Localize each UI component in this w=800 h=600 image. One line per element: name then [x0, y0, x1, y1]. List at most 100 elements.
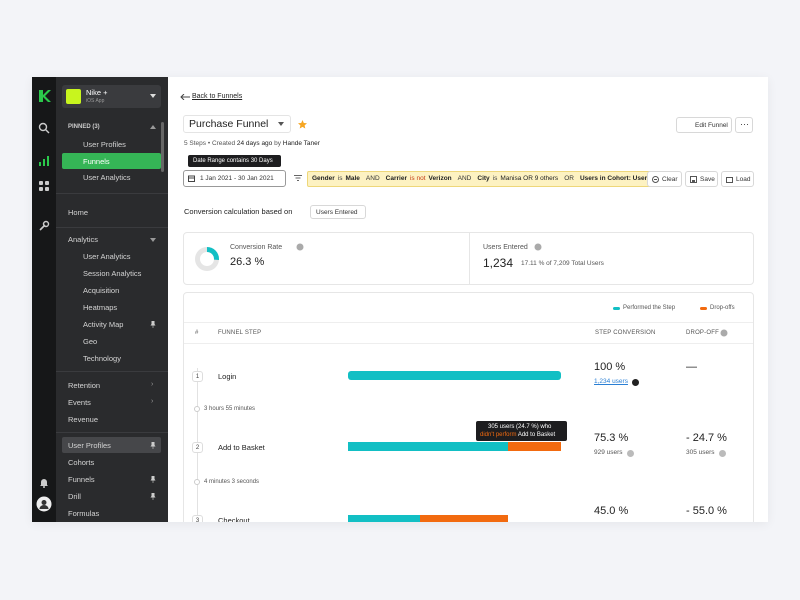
load-icon	[726, 177, 733, 183]
nav-section[interactable]: Analytics	[68, 235, 99, 244]
filter-op: is	[492, 175, 498, 182]
nav-item[interactable]: User Profiles	[83, 140, 126, 149]
nav-item[interactable]: Home	[68, 208, 89, 217]
title-selector[interactable]	[183, 115, 291, 133]
nav-item[interactable]: User Profiles	[68, 441, 111, 450]
date-range[interactable]: 1 Jan 2021 - 30 Jan 2021	[183, 170, 286, 187]
divider	[56, 193, 168, 194]
tooltip-rest: Add to Basket	[517, 432, 556, 438]
clear-label: Clear	[662, 176, 678, 183]
save-icon	[690, 176, 697, 183]
filter-bar: Gender is Male AND Carrier is not Verizon AND Ci…	[307, 170, 660, 187]
nav-item[interactable]: Funnels	[83, 157, 110, 166]
scrollbar	[161, 122, 164, 172]
nav-item[interactable]: Cohorts	[68, 458, 95, 467]
bar-dropoff	[508, 442, 561, 451]
filter-field: Gender	[312, 175, 335, 182]
column-header: STEP CONVERSION	[595, 330, 656, 336]
notifications-icon[interactable]	[38, 476, 50, 488]
kpi-detail: 17.11 % of 7,209 Total Users	[521, 260, 604, 267]
app-name: Nike +	[86, 88, 108, 97]
info-icon[interactable]	[296, 243, 304, 251]
apps-icon[interactable]	[38, 180, 50, 192]
save-button[interactable]: Save	[685, 171, 718, 187]
conversion-donut	[195, 247, 219, 271]
load-button[interactable]: Load	[721, 171, 754, 187]
nav-section[interactable]: Retention	[68, 381, 101, 390]
divider	[56, 227, 168, 228]
column-header: DROP-OFF	[686, 330, 719, 336]
step-dropoff: —	[686, 361, 697, 373]
back-link[interactable]: Back to Funnels	[192, 93, 243, 100]
nav-item[interactable]: Drill	[68, 492, 81, 501]
step-gap: 3 hours 55 minutes	[204, 406, 256, 412]
nav-item[interactable]: Activity Map	[83, 320, 124, 329]
filter-field: City	[477, 175, 490, 182]
meta-author[interactable]: Hande Taner	[282, 140, 320, 147]
step-number: 1	[192, 371, 203, 382]
filter-join: AND	[457, 175, 472, 182]
dropoff-users[interactable]: 305 users	[686, 449, 715, 456]
nav-item[interactable]: Funnels	[68, 475, 95, 484]
nav-item[interactable]: Acquisition	[83, 286, 120, 295]
analytics-icon[interactable]	[38, 155, 50, 167]
arrow-button[interactable]	[632, 379, 639, 386]
info-icon[interactable]	[720, 329, 728, 337]
nav-item[interactable]: User Analytics	[83, 173, 131, 182]
search-icon[interactable]	[38, 122, 50, 134]
more-button[interactable]: ···	[735, 117, 753, 133]
gap-marker	[194, 479, 200, 485]
filter-join: OR	[564, 175, 574, 182]
step-users[interactable]: 929 users	[594, 449, 623, 456]
clear-icon	[652, 176, 659, 183]
nav-item[interactable]: User Analytics	[83, 252, 131, 261]
app-selector[interactable]	[62, 85, 161, 108]
legend-label: Performed the Step	[623, 305, 676, 311]
favorite-star[interactable]	[298, 120, 307, 129]
basis-label: Conversion calculation based on	[184, 207, 293, 216]
back-arrow	[180, 94, 190, 100]
pin-icon[interactable]	[150, 321, 156, 328]
edit-button[interactable]: Edit Funnel	[676, 117, 732, 133]
icon-rail	[32, 77, 56, 522]
meta-ago: 24 days ago	[236, 140, 273, 147]
filter-value: Manisa OR 9 others	[500, 175, 559, 182]
nav-item[interactable]: Heatmaps	[83, 303, 118, 312]
basis-selector[interactable]: Users Entered	[310, 205, 366, 219]
arrow-button[interactable]	[719, 450, 726, 457]
nav-item[interactable]: Geo	[83, 337, 98, 346]
settings-icon[interactable]	[38, 220, 50, 232]
nav-section[interactable]: Events	[68, 398, 91, 407]
nav-item[interactable]: Session Analytics	[83, 269, 142, 278]
filter-icon[interactable]	[294, 175, 302, 181]
chevron: ›	[151, 381, 154, 388]
pin-icon[interactable]	[150, 493, 156, 500]
info-icon[interactable]	[534, 243, 542, 251]
pin-icon[interactable]	[150, 442, 156, 449]
nav-item[interactable]: Formulas	[68, 509, 100, 518]
divider	[184, 322, 753, 323]
app-platform: iOS App	[86, 98, 105, 104]
filter-value: Verizon	[428, 175, 452, 182]
arrow-button[interactable]	[627, 450, 634, 457]
step-dropoff: - 55.0 %	[686, 505, 727, 517]
tooltip-highlight: didn't perform	[480, 432, 517, 438]
clear-button[interactable]: Clear	[647, 171, 682, 187]
logo[interactable]	[37, 89, 51, 103]
avatar[interactable]	[36, 496, 52, 512]
pinned-title: PINNED (3)	[68, 124, 100, 130]
legend-label: Drop-offs	[710, 305, 735, 311]
pin-icon[interactable]	[150, 476, 156, 483]
nav-section[interactable]: Revenue	[68, 415, 99, 424]
funnel-title: Purchase Funnel	[189, 118, 269, 130]
tooltip-line: didn't perform Add to Basket	[480, 432, 555, 438]
filter-op: is not	[409, 175, 426, 182]
edit-label: Edit Funnel	[695, 122, 728, 129]
step-users[interactable]: 1,234 users	[594, 378, 628, 385]
filter-join: AND	[365, 175, 380, 182]
bar-dropoff	[420, 515, 509, 522]
gap-marker	[194, 406, 200, 412]
nav-item[interactable]: Technology	[83, 354, 121, 363]
calendar-icon	[188, 175, 195, 182]
caret	[278, 122, 284, 126]
